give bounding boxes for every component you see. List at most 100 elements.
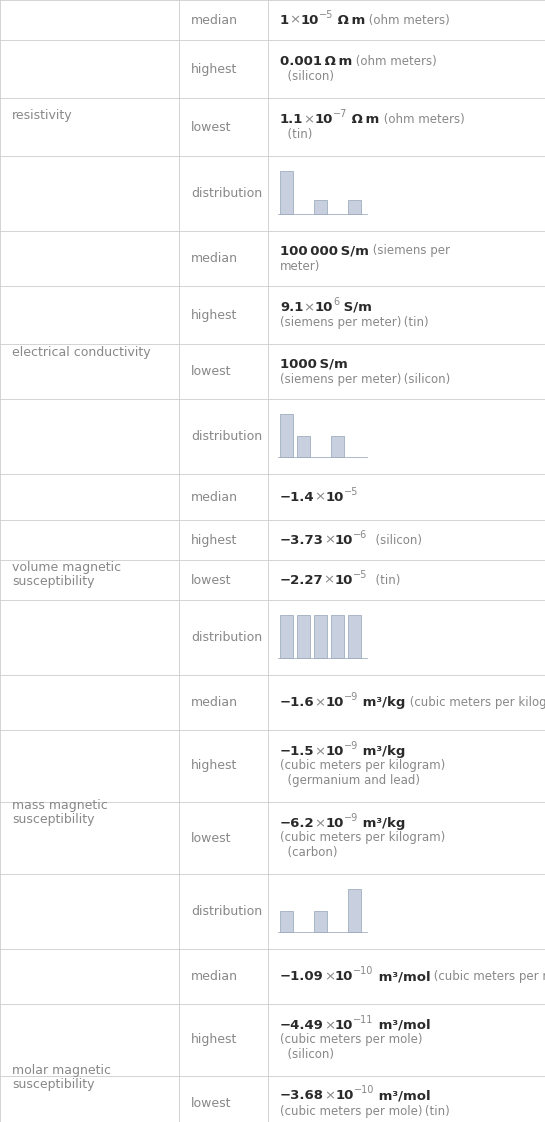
Text: −9: −9	[344, 813, 359, 824]
Text: distribution: distribution	[191, 430, 262, 443]
Text: −10: −10	[353, 966, 374, 976]
Text: −6: −6	[353, 530, 368, 540]
Text: (cubic meters per kilogram): (cubic meters per kilogram)	[280, 760, 445, 773]
Text: (ohm meters): (ohm meters)	[379, 113, 464, 126]
Text: 10: 10	[335, 533, 353, 546]
Text: −5: −5	[353, 570, 367, 579]
Text: (silicon): (silicon)	[280, 1048, 334, 1061]
Text: −1.4: −1.4	[280, 490, 314, 504]
Text: ×: ×	[324, 1019, 335, 1032]
Text: −4.49: −4.49	[280, 1019, 324, 1032]
Text: (ohm meters): (ohm meters)	[352, 55, 437, 68]
Text: −5: −5	[319, 9, 333, 19]
Text: −6.2: −6.2	[280, 817, 314, 830]
Text: (tin): (tin)	[280, 128, 312, 141]
Text: ×: ×	[314, 490, 326, 504]
Text: 9.1: 9.1	[280, 301, 304, 314]
Text: (siemens per: (siemens per	[369, 245, 450, 257]
Text: (siemens per meter) (silicon): (siemens per meter) (silicon)	[280, 373, 450, 386]
Text: −3.73: −3.73	[280, 533, 324, 546]
Text: m³/mol: m³/mol	[374, 971, 430, 983]
Text: median: median	[191, 490, 238, 504]
Bar	[280, 615, 293, 659]
Text: S/m: S/m	[339, 301, 372, 314]
Text: ×: ×	[304, 113, 314, 126]
Text: median: median	[191, 971, 238, 983]
Text: (cubic meters per mole) (tin): (cubic meters per mole) (tin)	[280, 1104, 450, 1118]
Text: −10: −10	[354, 1085, 374, 1095]
Text: 10: 10	[300, 13, 319, 27]
Text: 10: 10	[326, 817, 344, 830]
Text: 1: 1	[280, 13, 289, 27]
Text: m³/kg: m³/kg	[358, 745, 405, 758]
Bar	[348, 200, 361, 214]
Text: m³/kg: m³/kg	[359, 817, 405, 830]
Text: susceptibility: susceptibility	[12, 1078, 94, 1091]
Text: resistivity: resistivity	[12, 109, 72, 122]
Text: distribution: distribution	[191, 631, 262, 644]
Text: ×: ×	[314, 745, 325, 758]
Text: 6: 6	[333, 297, 339, 307]
Text: distribution: distribution	[191, 905, 262, 918]
Text: (silicon): (silicon)	[280, 70, 334, 83]
Text: ×: ×	[324, 573, 335, 587]
Text: 10: 10	[335, 971, 353, 983]
Text: Ω m: Ω m	[347, 113, 379, 126]
Text: (silicon): (silicon)	[368, 533, 422, 546]
Text: highest: highest	[191, 760, 238, 773]
Bar	[348, 889, 361, 932]
Text: (cubic meters per mole): (cubic meters per mole)	[430, 971, 545, 983]
Bar	[314, 911, 327, 932]
Text: −1.6: −1.6	[280, 696, 314, 709]
Text: highest: highest	[191, 309, 238, 322]
Text: highest: highest	[191, 533, 238, 546]
Text: 10: 10	[325, 745, 344, 758]
Text: lowest: lowest	[191, 831, 232, 845]
Text: 10: 10	[335, 1019, 353, 1032]
Text: ×: ×	[324, 533, 335, 546]
Text: Ω m: Ω m	[333, 13, 365, 27]
Text: ×: ×	[304, 301, 314, 314]
Bar	[280, 414, 293, 458]
Text: 10: 10	[314, 113, 333, 126]
Text: ×: ×	[314, 817, 326, 830]
Text: volume magnetic: volume magnetic	[12, 561, 121, 574]
Bar	[280, 911, 293, 932]
Text: −11: −11	[353, 1015, 374, 1026]
Text: lowest: lowest	[191, 365, 232, 378]
Text: 1000 S/m: 1000 S/m	[280, 358, 348, 370]
Text: highest: highest	[191, 63, 238, 75]
Text: susceptibility: susceptibility	[12, 574, 94, 588]
Text: (cubic meters per mole): (cubic meters per mole)	[280, 1033, 422, 1047]
Bar	[331, 615, 344, 659]
Text: 10: 10	[314, 301, 333, 314]
Text: 0.001 Ω m: 0.001 Ω m	[280, 55, 352, 68]
Text: (cubic meters per kilogram): (cubic meters per kilogram)	[280, 831, 445, 845]
Text: (germanium and lead): (germanium and lead)	[280, 774, 420, 787]
Text: (carbon): (carbon)	[280, 846, 337, 859]
Bar	[314, 615, 327, 659]
Text: −3.68: −3.68	[280, 1089, 324, 1103]
Bar	[331, 435, 344, 458]
Bar	[297, 615, 310, 659]
Text: meter): meter)	[280, 259, 320, 273]
Text: lowest: lowest	[191, 1097, 232, 1110]
Text: −9: −9	[344, 692, 359, 702]
Text: 10: 10	[335, 1089, 354, 1103]
Text: −9: −9	[344, 741, 358, 751]
Text: 1.1: 1.1	[280, 113, 304, 126]
Text: 10: 10	[326, 490, 344, 504]
Text: −5: −5	[344, 487, 359, 497]
Text: 10: 10	[326, 696, 344, 709]
Text: susceptibility: susceptibility	[12, 812, 94, 826]
Text: median: median	[191, 252, 238, 265]
Text: median: median	[191, 13, 238, 27]
Text: ×: ×	[314, 696, 326, 709]
Text: (ohm meters): (ohm meters)	[365, 13, 450, 27]
Bar	[280, 171, 293, 214]
Text: −1.09: −1.09	[280, 971, 324, 983]
Text: ×: ×	[324, 971, 335, 983]
Text: (cubic meters per kilogram): (cubic meters per kilogram)	[405, 696, 545, 709]
Text: distribution: distribution	[191, 187, 262, 200]
Bar	[348, 615, 361, 659]
